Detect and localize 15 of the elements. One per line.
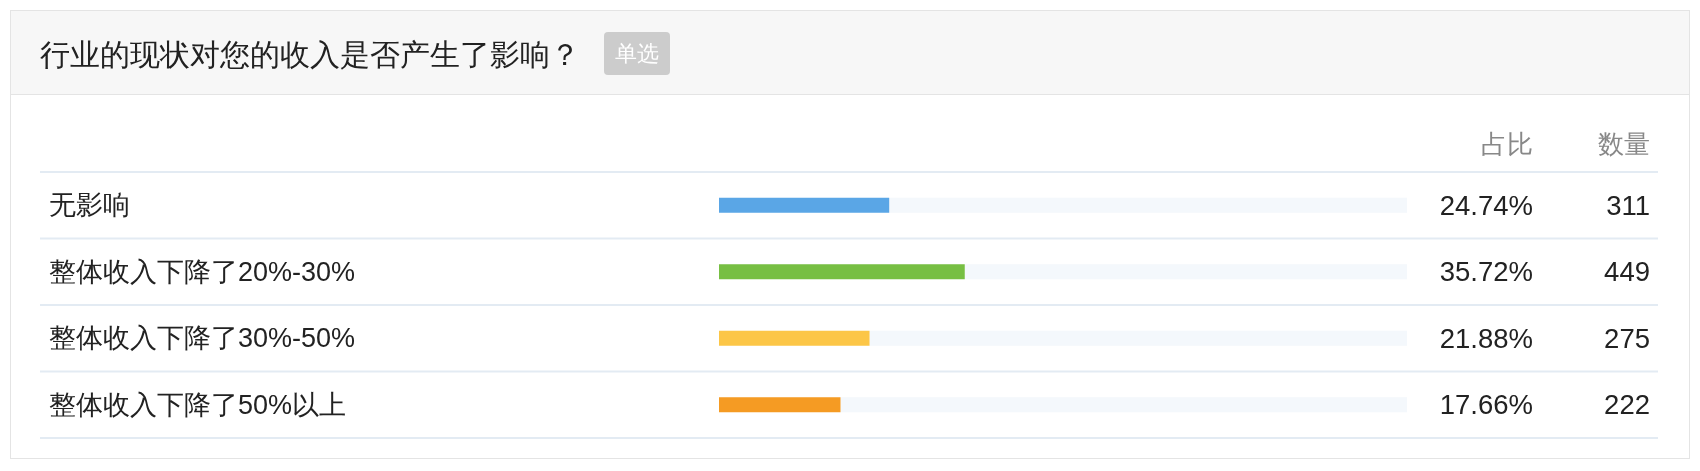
category-label: 整体收入下降了50%以上 (49, 389, 347, 420)
value-label: 35.72% (1439, 256, 1533, 288)
value-label: 24.74% (1439, 189, 1533, 221)
category-label: 整体收入下降了30%-50% (49, 323, 356, 354)
title: 行业的现状对您的收入是否产生了影响？ (40, 37, 580, 71)
value-label: 21.88% (1439, 322, 1533, 354)
count-label: 311 (1606, 189, 1650, 221)
value-label: 17.66% (1439, 389, 1533, 421)
category-label: 整体收入下降了20%-30% (49, 256, 356, 287)
category-label: 无影响 (49, 190, 130, 221)
count-label: 449 (1604, 256, 1650, 288)
column-header: 占比 (1481, 130, 1533, 158)
count-label: 222 (1604, 389, 1650, 421)
column-header: 数量 (1598, 130, 1650, 158)
count-label: 275 (1604, 322, 1650, 354)
